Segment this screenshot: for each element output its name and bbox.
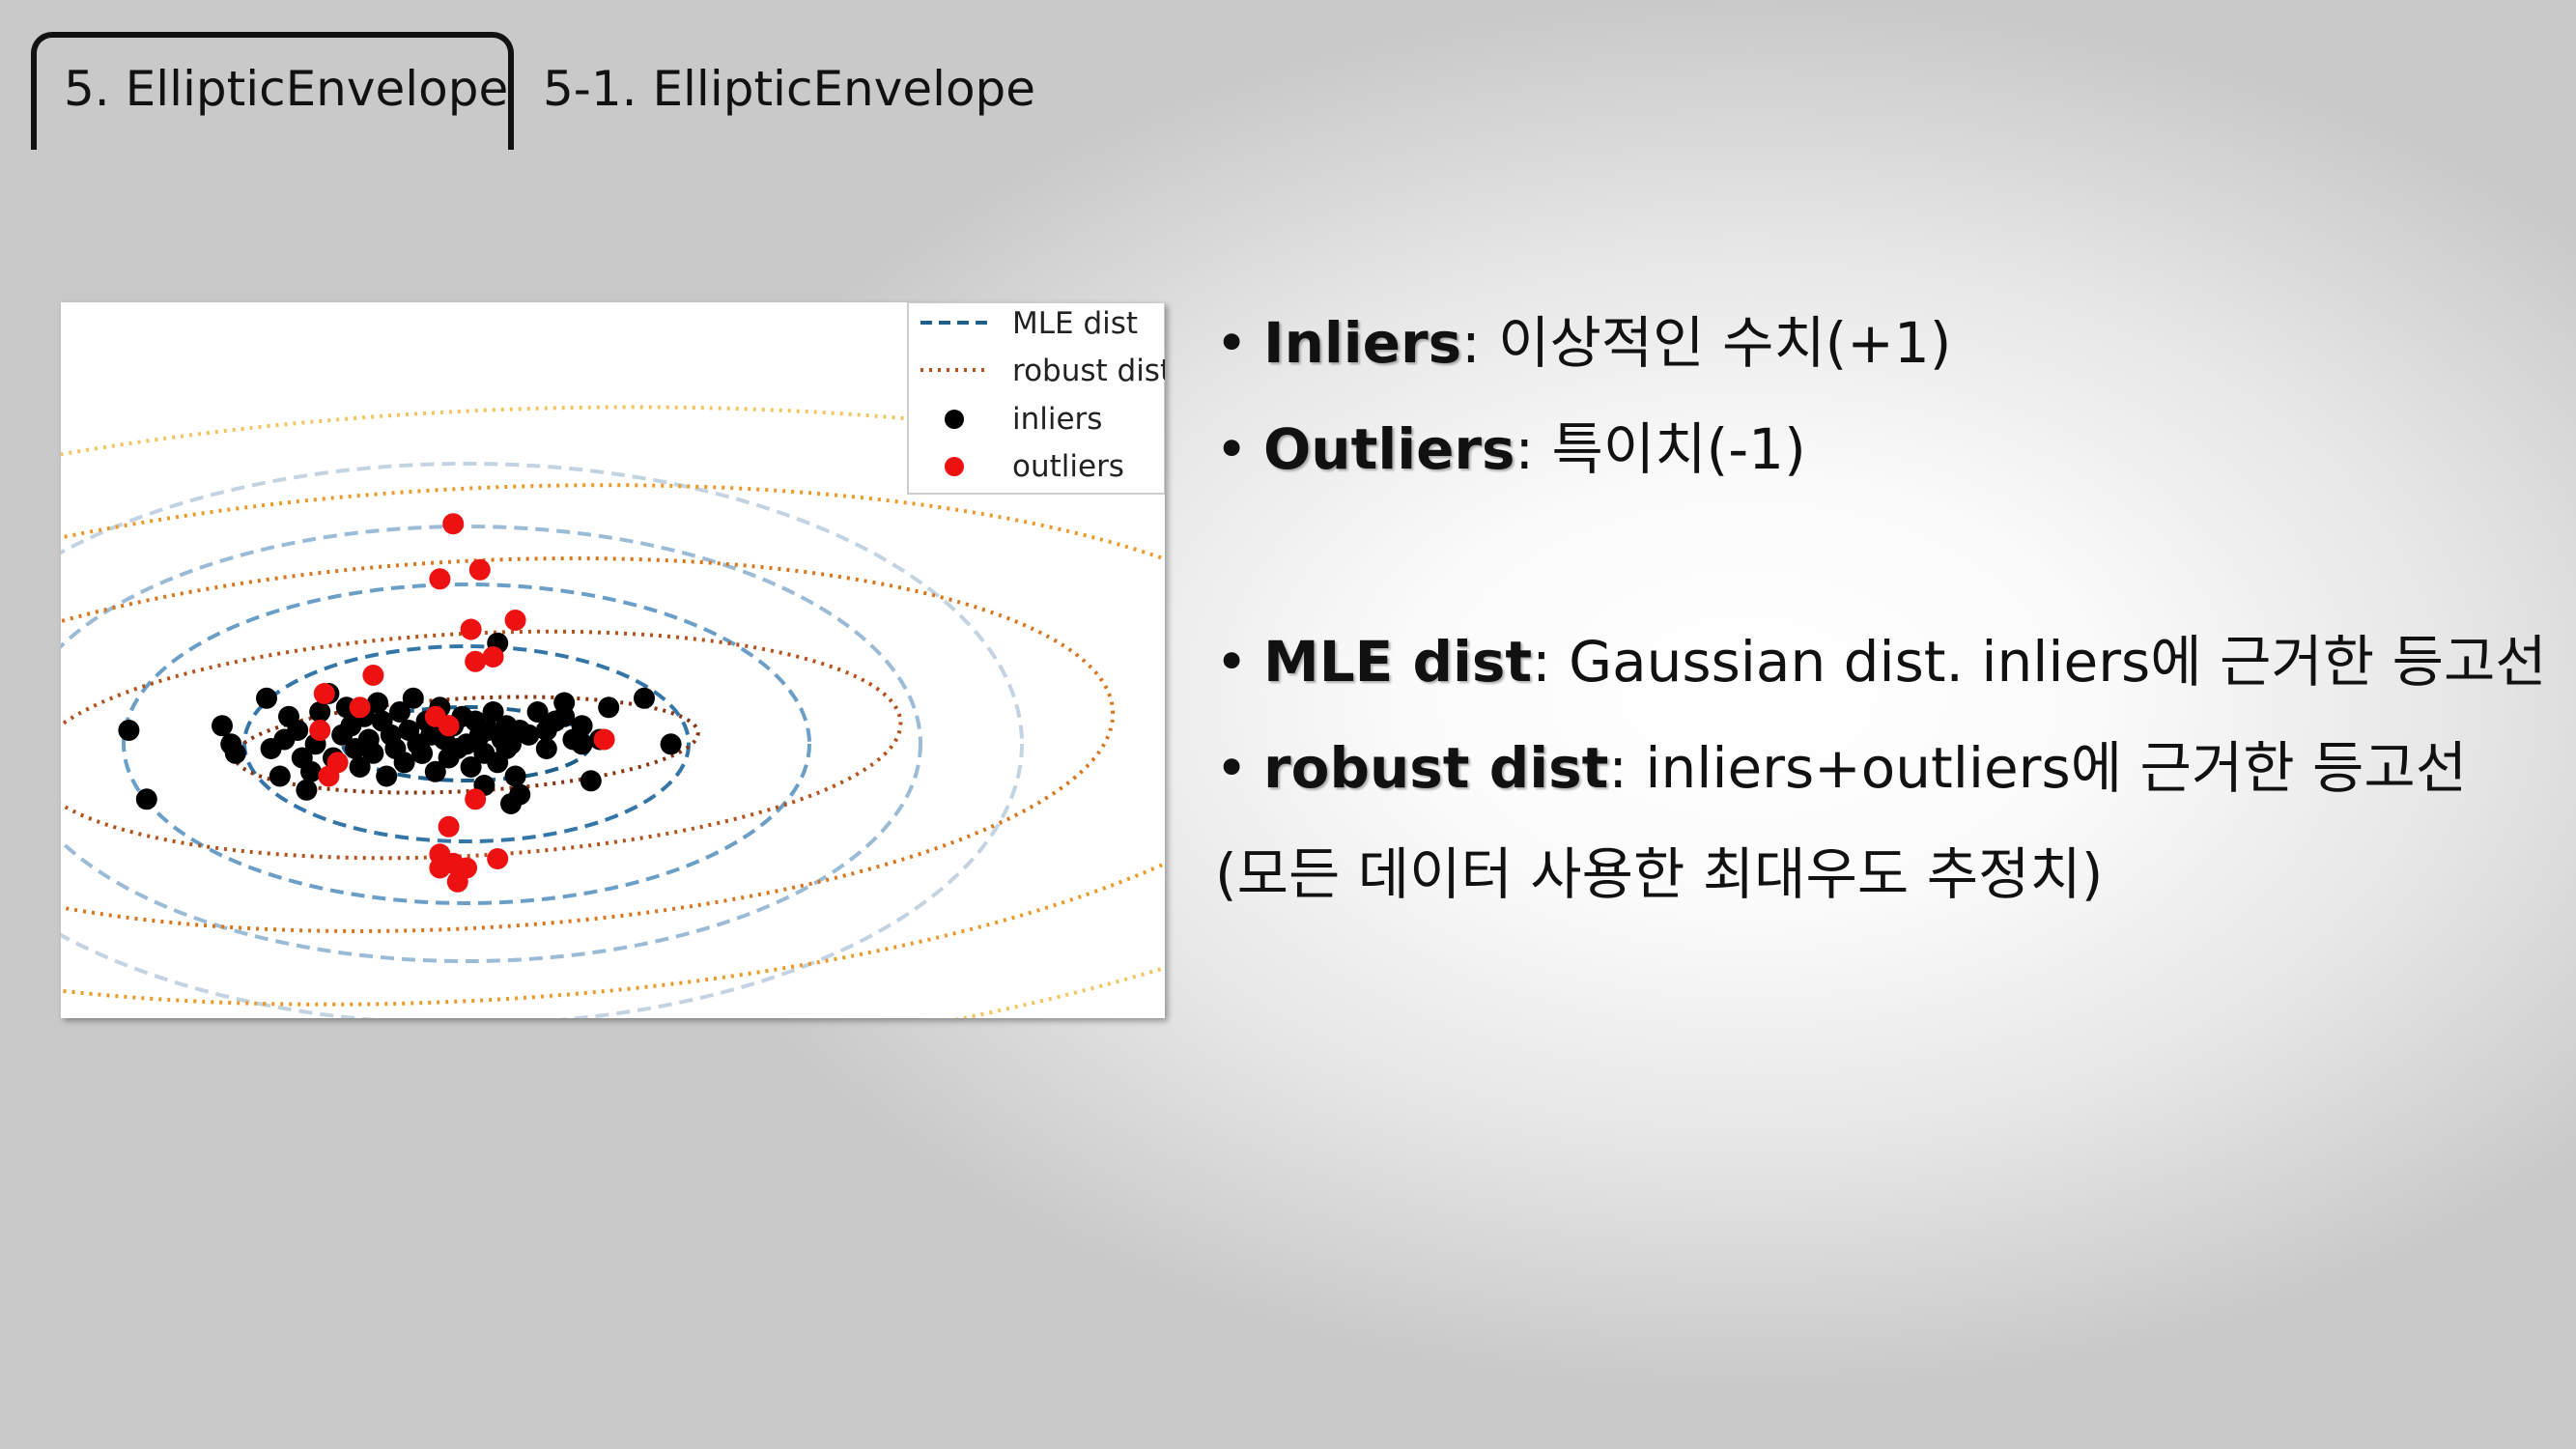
inlier-point bbox=[518, 724, 540, 746]
inlier-point bbox=[660, 733, 682, 755]
legend-mle-label: MLE dist bbox=[1012, 306, 1138, 341]
desc-inliers: : 이상적인 수치(+1) bbox=[1461, 310, 1952, 376]
inlier-point bbox=[535, 720, 557, 741]
outlier-point bbox=[429, 857, 451, 879]
bullet-marker: • bbox=[1215, 416, 1249, 482]
bullet-marker: • bbox=[1215, 629, 1249, 695]
inlier-point bbox=[393, 752, 415, 774]
inlier-point bbox=[296, 779, 318, 801]
mle-contour-2 bbox=[242, 644, 691, 843]
contour-group bbox=[61, 405, 1165, 1018]
inlier-point bbox=[580, 770, 602, 792]
inlier-point bbox=[634, 687, 655, 709]
tab-ellipticenvelope[interactable]: 5. EllipticEnvelope bbox=[64, 61, 509, 117]
chart-figure: MLE dist robust dist inliers outliers bbox=[61, 302, 1165, 1018]
inlier-point bbox=[509, 783, 531, 806]
bullet-marker: • bbox=[1215, 310, 1249, 376]
legend-robust-label: robust dist bbox=[1012, 354, 1165, 388]
mle-contour-5 bbox=[61, 462, 1024, 1018]
bullet-marker: • bbox=[1215, 735, 1249, 801]
points-group bbox=[118, 513, 682, 893]
outlier-point bbox=[313, 683, 335, 704]
inlier-point bbox=[376, 765, 398, 787]
inlier-point bbox=[135, 788, 157, 810]
inlier-point bbox=[118, 720, 140, 741]
inlier-point bbox=[349, 756, 371, 778]
outlier-point bbox=[593, 728, 615, 751]
bullet-inliers: • Inliers: 이상적인 수치(+1) bbox=[1215, 299, 1951, 386]
legend-inliers-label: inliers bbox=[1012, 402, 1102, 437]
outlier-point bbox=[309, 720, 331, 741]
mle-contour-4 bbox=[61, 525, 922, 963]
desc-robust-dist: : inliers+outliers에 근거한 등고선 bbox=[1608, 735, 2468, 801]
inlier-point bbox=[402, 687, 424, 709]
term-robust-dist: robust dist bbox=[1263, 735, 1609, 801]
outlier-point bbox=[438, 715, 460, 737]
inlier-point bbox=[482, 701, 504, 723]
inlier-point bbox=[362, 742, 384, 764]
outlier-point bbox=[446, 870, 468, 893]
outlier-point bbox=[504, 610, 526, 631]
inlier-point bbox=[571, 715, 593, 737]
outlier-point bbox=[460, 618, 482, 640]
inlier-point bbox=[535, 738, 557, 759]
bullet-robust-dist: • robust dist: inliers+outliers에 근거한 등고선 bbox=[1215, 724, 2467, 811]
inlier-point bbox=[504, 765, 526, 787]
outlier-point bbox=[362, 665, 384, 686]
term-outliers: Outliers bbox=[1263, 416, 1515, 482]
inlier-point bbox=[389, 701, 410, 723]
inlier-point bbox=[553, 705, 576, 727]
outlier-point bbox=[438, 815, 460, 838]
legend-inliers-marker bbox=[945, 410, 964, 429]
robust-contour-4 bbox=[61, 483, 1165, 1007]
tab-bar: 5. EllipticEnvelope 5-1. EllipticEnvelop… bbox=[0, 0, 1159, 155]
bullet-outliers: • Outliers: 특이치(-1) bbox=[1215, 406, 1806, 493]
mle-contour-3 bbox=[122, 582, 811, 905]
chart-svg: MLE dist robust dist inliers outliers bbox=[61, 302, 1165, 1018]
desc-mle-dist: : Gaussian dist. inliers에 근거한 등고선 bbox=[1532, 629, 2547, 695]
inlier-point bbox=[526, 701, 549, 723]
inlier-point bbox=[300, 760, 322, 782]
tab-ellipticenvelope-sub[interactable]: 5-1. EllipticEnvelope bbox=[543, 61, 1036, 117]
inlier-point bbox=[309, 701, 331, 723]
term-inliers: Inliers bbox=[1263, 310, 1462, 376]
inlier-point bbox=[424, 760, 446, 782]
legend-outliers-label: outliers bbox=[1012, 449, 1124, 484]
inlier-point bbox=[256, 687, 277, 709]
inlier-point bbox=[495, 738, 518, 759]
outlier-point bbox=[318, 765, 340, 787]
outlier-point bbox=[429, 568, 451, 590]
inlier-point bbox=[598, 696, 620, 719]
inlier-point bbox=[411, 742, 433, 764]
bullet-mle-dist: • MLE dist: Gaussian dist. inliers에 근거한 등… bbox=[1215, 618, 2547, 705]
outlier-point bbox=[487, 848, 509, 869]
inlier-point bbox=[212, 715, 233, 737]
outlier-point bbox=[482, 646, 504, 668]
note-text: (모든 데이터 사용한 최대우도 추정치) bbox=[1215, 841, 2104, 907]
legend-outliers-marker bbox=[945, 457, 964, 476]
inlier-point bbox=[367, 692, 388, 714]
robust-contour-3 bbox=[61, 556, 1116, 933]
outlier-point bbox=[468, 558, 491, 581]
inlier-point bbox=[571, 733, 593, 755]
outlier-point bbox=[465, 788, 487, 810]
outlier-point bbox=[442, 513, 465, 535]
desc-outliers: : 특이치(-1) bbox=[1514, 416, 1806, 482]
inlier-point bbox=[287, 720, 309, 741]
tab-active-frame[interactable] bbox=[31, 32, 514, 150]
chart-legend: MLE dist robust dist inliers outliers bbox=[907, 302, 1165, 495]
outlier-point bbox=[349, 696, 371, 719]
outlier-point bbox=[465, 650, 487, 672]
term-mle-dist: MLE dist bbox=[1263, 629, 1533, 695]
inlier-point bbox=[460, 756, 482, 778]
inlier-point bbox=[269, 765, 291, 787]
inlier-point bbox=[224, 742, 246, 764]
